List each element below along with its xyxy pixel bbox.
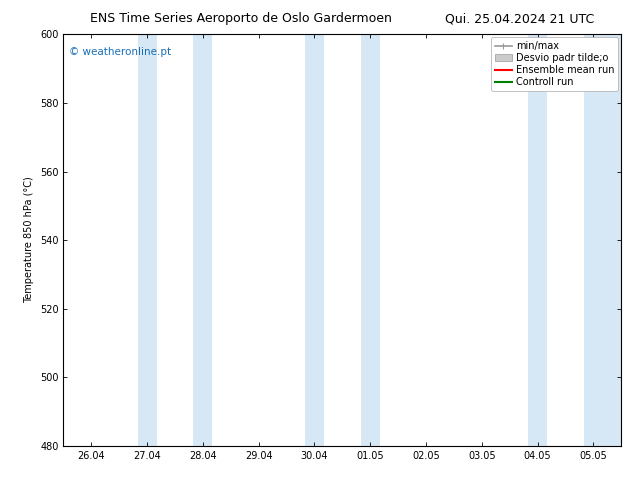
Text: ENS Time Series Aeroporto de Oslo Gardermoen: ENS Time Series Aeroporto de Oslo Garder… [90,12,392,25]
Bar [138,34,157,446]
Bar [193,34,212,446]
Bar [528,34,547,446]
Y-axis label: Temperature 850 hPa (°C): Temperature 850 hPa (°C) [24,177,34,303]
Text: © weatheronline.pt: © weatheronline.pt [69,47,171,57]
Text: Qui. 25.04.2024 21 UTC: Qui. 25.04.2024 21 UTC [445,12,595,25]
Bar [305,34,324,446]
Bar [361,34,380,446]
Bar [584,34,621,446]
Legend: min/max, Desvio padr tilde;o, Ensemble mean run, Controll run: min/max, Desvio padr tilde;o, Ensemble m… [491,37,618,91]
